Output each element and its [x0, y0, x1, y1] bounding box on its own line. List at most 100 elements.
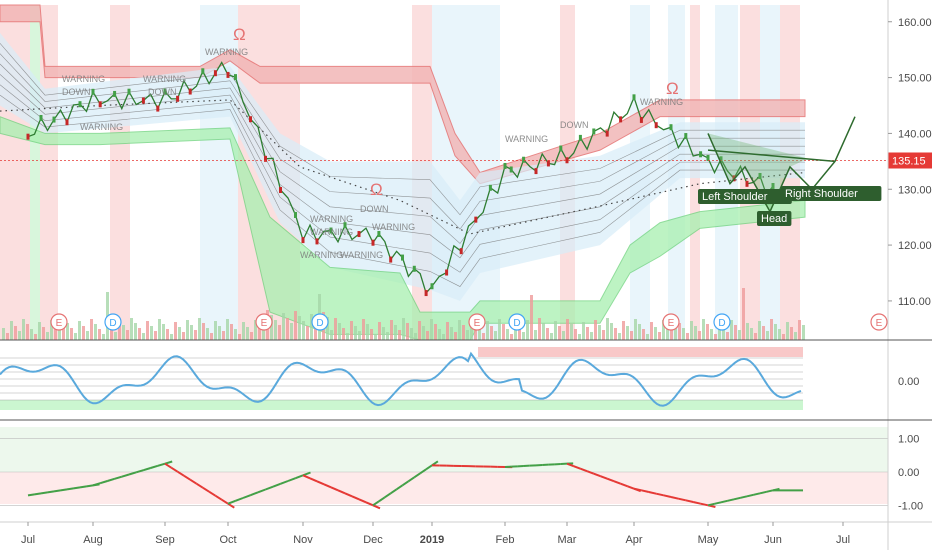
volume-bar — [170, 334, 173, 340]
signal-label: WARNING — [505, 134, 548, 144]
candle — [504, 163, 507, 169]
volume-bar — [158, 319, 161, 340]
candle — [142, 98, 145, 104]
volume-bar — [130, 318, 133, 340]
volume-bar — [242, 322, 245, 340]
xtick-label: May — [698, 534, 719, 546]
volume-bar — [554, 321, 557, 340]
volume-bar — [218, 326, 221, 340]
annotation-right-shoulder: Right Shoulder — [781, 186, 881, 201]
volume-bar — [562, 331, 565, 340]
volume-bar — [90, 319, 93, 340]
volume-bar — [42, 327, 45, 340]
volume-bar — [366, 324, 369, 340]
mom-segment — [54, 490, 61, 491]
candle — [619, 116, 622, 122]
volume-bar — [18, 331, 21, 340]
event-marker-label: D — [316, 318, 323, 329]
xtick-label: Nov — [293, 534, 313, 546]
ytick-label: 150.00 — [898, 73, 932, 85]
volume-bar — [162, 324, 165, 340]
candle — [156, 106, 159, 112]
xtick-label: Jul — [836, 534, 850, 546]
omega-mark: Ω — [233, 25, 246, 44]
candle — [92, 89, 95, 95]
volume-bar — [734, 325, 737, 340]
volume-bar — [526, 320, 529, 340]
volume-bar — [226, 319, 229, 340]
bg-band-3 — [110, 5, 130, 340]
volume-bar — [202, 323, 205, 340]
volume-bar — [346, 333, 349, 340]
event-marker-label: E — [56, 318, 63, 329]
volume-bar — [490, 326, 493, 340]
candle — [201, 68, 204, 74]
ytick-label: 120.00 — [898, 240, 932, 252]
volume-bar — [390, 320, 393, 340]
candle — [53, 117, 56, 123]
candle — [389, 257, 392, 263]
volume-bar — [274, 320, 277, 340]
volume-bar — [26, 324, 29, 340]
volume-bar — [610, 323, 613, 340]
xtick-label: Aug — [83, 534, 103, 546]
volume-bar — [46, 332, 49, 340]
volume-bar — [278, 325, 281, 340]
volume-bar — [354, 326, 357, 340]
candle — [655, 122, 658, 128]
osc-lower-band — [0, 400, 803, 410]
volume-bar — [494, 331, 497, 340]
volume-bar — [122, 325, 125, 340]
candle — [445, 270, 448, 276]
volume-bar — [174, 322, 177, 340]
volume-bar — [250, 332, 253, 340]
volume-bar — [682, 328, 685, 340]
omega-mark: Ω — [666, 79, 679, 98]
annotation-label: Left Shoulder — [702, 191, 768, 203]
volume-bar — [86, 331, 89, 340]
volume-bar — [294, 311, 297, 340]
volume-bar — [342, 328, 345, 340]
volume-bar — [362, 319, 365, 340]
volume-bar — [98, 329, 101, 340]
volume-bar — [694, 326, 697, 340]
mom-ytick-label: 0.00 — [898, 467, 919, 479]
mom-segment — [87, 485, 94, 486]
volume-bar — [782, 334, 785, 340]
candle — [460, 248, 463, 254]
volume-bar — [374, 334, 377, 340]
volume-bar — [194, 330, 197, 340]
volume-bar — [338, 323, 341, 340]
volume-bar — [134, 323, 137, 340]
candle — [746, 181, 749, 187]
volume-bar — [302, 321, 305, 340]
signal-label: WARNING — [300, 250, 343, 260]
volume-bar — [14, 326, 17, 340]
annotation-head: Head — [757, 211, 791, 226]
mom-ytick-label: -1.00 — [898, 500, 923, 512]
candle — [474, 217, 477, 223]
candle — [40, 115, 43, 121]
volume-bar — [6, 333, 9, 340]
candle — [372, 240, 375, 246]
signal-label: WARNING — [640, 97, 683, 107]
mom-segment — [48, 491, 55, 492]
candle — [510, 166, 513, 172]
volume-bar — [774, 324, 777, 340]
volume-bar — [714, 334, 717, 340]
candle — [707, 155, 710, 161]
volume-bar — [654, 327, 657, 340]
event-marker-label: D — [109, 318, 116, 329]
volume-bar — [398, 330, 401, 340]
volume-bar — [626, 326, 629, 340]
volume-bar — [758, 321, 761, 340]
volume-bar — [410, 328, 413, 340]
volume-bar — [298, 316, 301, 340]
volume-bar — [166, 329, 169, 340]
volume-bar — [546, 328, 549, 340]
candle — [489, 185, 492, 191]
xtick-label: Jun — [764, 534, 782, 546]
volume-bar — [330, 330, 333, 340]
